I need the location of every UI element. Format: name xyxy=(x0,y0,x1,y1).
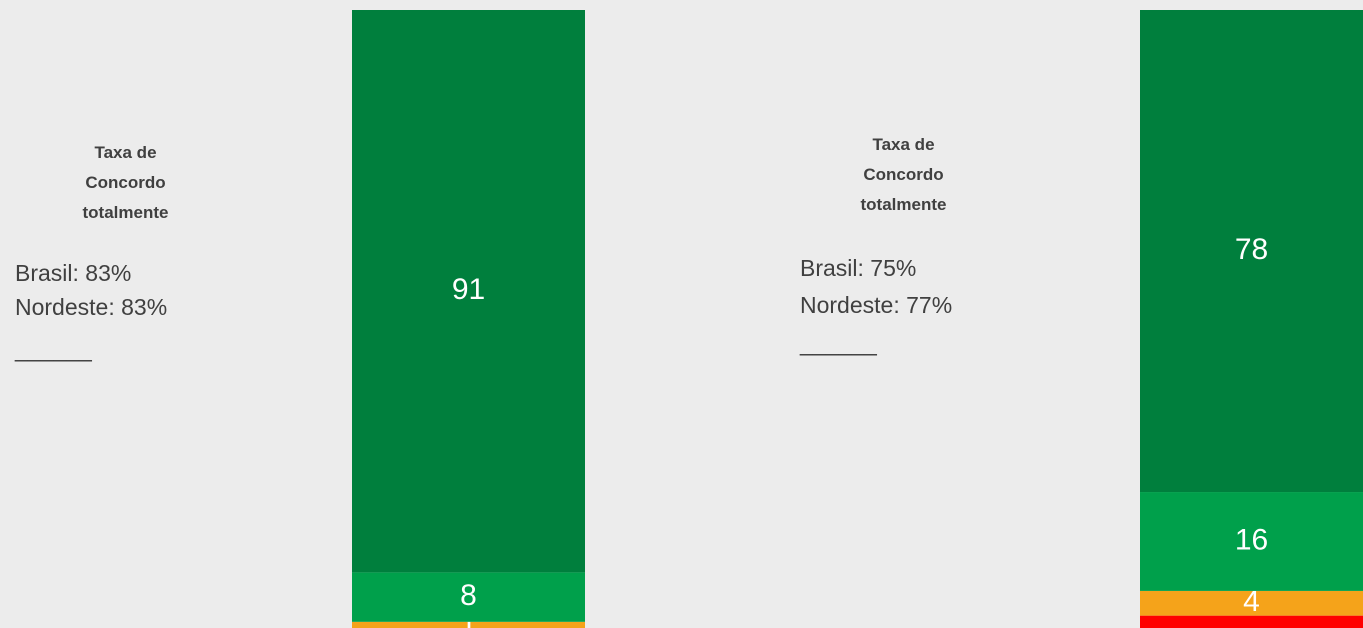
annotation: Nordeste: 83% xyxy=(15,294,168,320)
bar-segment xyxy=(1140,10,1363,493)
bar-segment xyxy=(352,10,585,573)
annotation: Brasil: 75% xyxy=(800,255,917,281)
data-label: 16 xyxy=(1235,523,1268,556)
data-label: 91 xyxy=(452,273,485,306)
data-label: 78 xyxy=(1235,233,1268,266)
data-label: 4 xyxy=(1243,585,1260,618)
annotation: ______ xyxy=(800,330,877,356)
bar-segment xyxy=(1140,615,1363,628)
panel-title: Taxa de Concordo totalmente xyxy=(860,135,947,214)
annotation: Nordeste: 77% xyxy=(800,292,953,318)
bar-segment xyxy=(1140,492,1363,591)
panel-title: Taxa de Concordo totalmente xyxy=(82,143,169,222)
bar-segment xyxy=(352,572,585,622)
data-label: 8 xyxy=(460,579,477,612)
bar-segment xyxy=(1140,590,1363,616)
bar-segment xyxy=(352,621,585,628)
annotation: ______ xyxy=(15,336,92,362)
annotation: Brasil: 83% xyxy=(15,260,132,286)
